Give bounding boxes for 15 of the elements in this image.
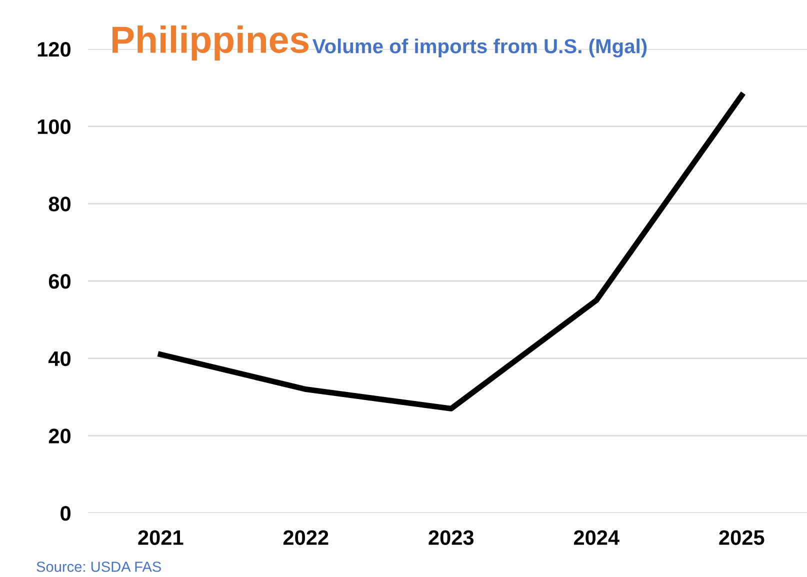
x-tick-label: 2023	[428, 530, 474, 545]
source-note: Source: USDA FAS	[36, 562, 161, 572]
x-tick-label: 2024	[574, 530, 620, 545]
y-tick-label: 0	[60, 506, 70, 521]
y-tick-label: 20	[48, 428, 70, 444]
y-tick-label: 60	[48, 274, 70, 289]
chart-title: Philippines	[112, 26, 308, 60]
x-tick-label: 2022	[283, 530, 328, 545]
y-tick-label: 120	[38, 42, 70, 57]
y-tick-label: 40	[48, 351, 70, 366]
y-tick-label: 100	[38, 119, 70, 134]
chart-subtitle: Volume of imports from U.S. (Mgal)	[312, 38, 647, 58]
x-tick-label: 2021	[138, 530, 184, 545]
x-tick-label: 2025	[719, 530, 764, 545]
y-tick-label: 80	[48, 196, 70, 212]
